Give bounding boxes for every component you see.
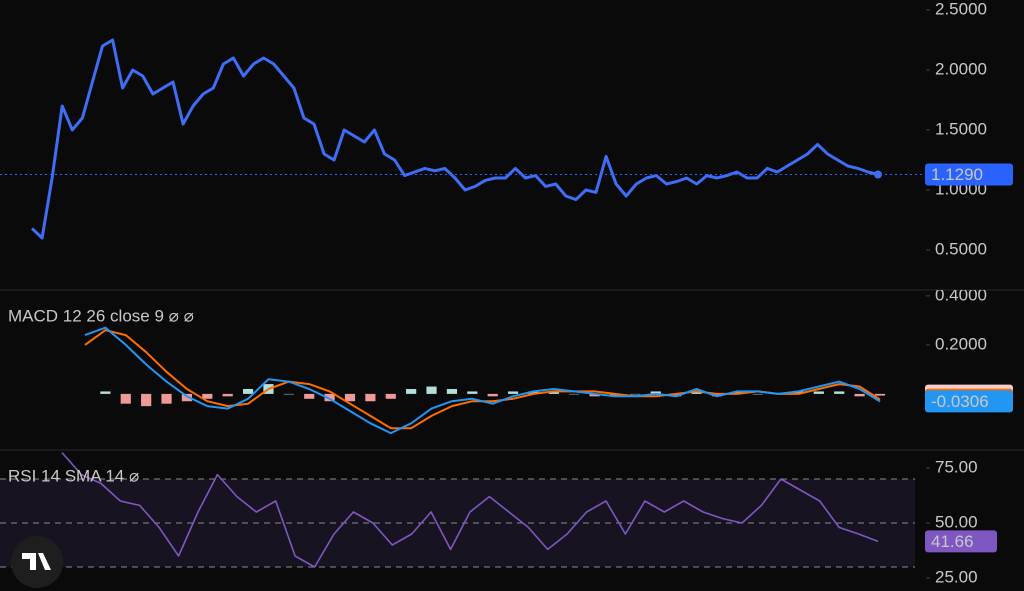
price-tag-label: 41.66 [931, 532, 974, 551]
pane-legend: MACD 12 26 close 9 ⌀ ⌀ [8, 306, 194, 325]
histogram-bar [630, 393, 641, 395]
histogram-bar [222, 393, 233, 397]
histogram-bar [813, 391, 824, 394]
logo-circle [11, 536, 63, 588]
y-tick-label: 2.5000 [935, 0, 987, 18]
histogram-bar [650, 391, 661, 394]
histogram-bar [548, 391, 559, 394]
histogram-bar [161, 393, 172, 404]
macd-line [84, 326, 881, 435]
histogram-bar [569, 393, 580, 395]
histogram-bar [426, 386, 437, 394]
price-tag-label: -0.0306 [931, 392, 989, 411]
pane-legend: RSI 14 SMA 14 ⌀ [8, 466, 139, 485]
price-tag [925, 163, 1013, 186]
tradingview-logo[interactable] [11, 536, 63, 588]
histogram-bar [793, 391, 804, 394]
price-tag-label: 1.1290 [931, 165, 983, 184]
line [61, 452, 879, 568]
histogram-bar [181, 393, 193, 402]
histogram-bar [344, 393, 356, 402]
histogram-bar [242, 388, 254, 394]
histogram-bar [507, 391, 519, 394]
histogram-bar [304, 393, 315, 399]
histogram-bar [446, 388, 458, 394]
histogram-bar [691, 391, 702, 394]
histogram-bar [385, 393, 396, 399]
y-tick-label: 25.00 [935, 568, 978, 587]
histogram-bar [283, 393, 294, 395]
y-tick-label: 75.00 [935, 458, 978, 477]
histogram-bar [120, 393, 131, 404]
histogram-bar [711, 393, 723, 397]
price-tag [925, 390, 1013, 413]
logo-glyph [22, 553, 51, 570]
histogram-bar [528, 391, 539, 394]
histogram-bar [202, 393, 213, 399]
histogram-bar [589, 393, 600, 397]
y-tick-label: 0.4000 [935, 285, 987, 304]
histogram-bar [874, 393, 886, 396]
price-tag [925, 530, 997, 553]
histogram-bar [854, 393, 865, 397]
y-tick-label: 0.5000 [935, 239, 987, 258]
histogram-bar [671, 393, 682, 397]
histogram-bar [732, 391, 743, 394]
histogram-bar [100, 391, 111, 394]
histogram-bar [365, 393, 376, 402]
y-tick-label: 0.2000 [935, 334, 987, 353]
y-tick-label: 1.5000 [935, 119, 987, 138]
y-tick-label: 2.0000 [935, 59, 987, 78]
histogram-bar [406, 388, 417, 394]
histogram-bar [141, 393, 152, 407]
y-tick-label: 50.00 [935, 513, 978, 532]
histogram-bar [609, 393, 621, 397]
pane: 75.00 50.00 25.00 [0, 452, 978, 587]
histogram-bar [487, 393, 498, 397]
histogram-bar [752, 393, 763, 395]
histogram-bar [834, 391, 845, 394]
pane: 0.4000 0.2000 [84, 285, 987, 435]
line [30, 38, 879, 240]
last-point [874, 170, 882, 179]
histogram-bar [324, 393, 335, 402]
histogram-bar [467, 391, 478, 394]
